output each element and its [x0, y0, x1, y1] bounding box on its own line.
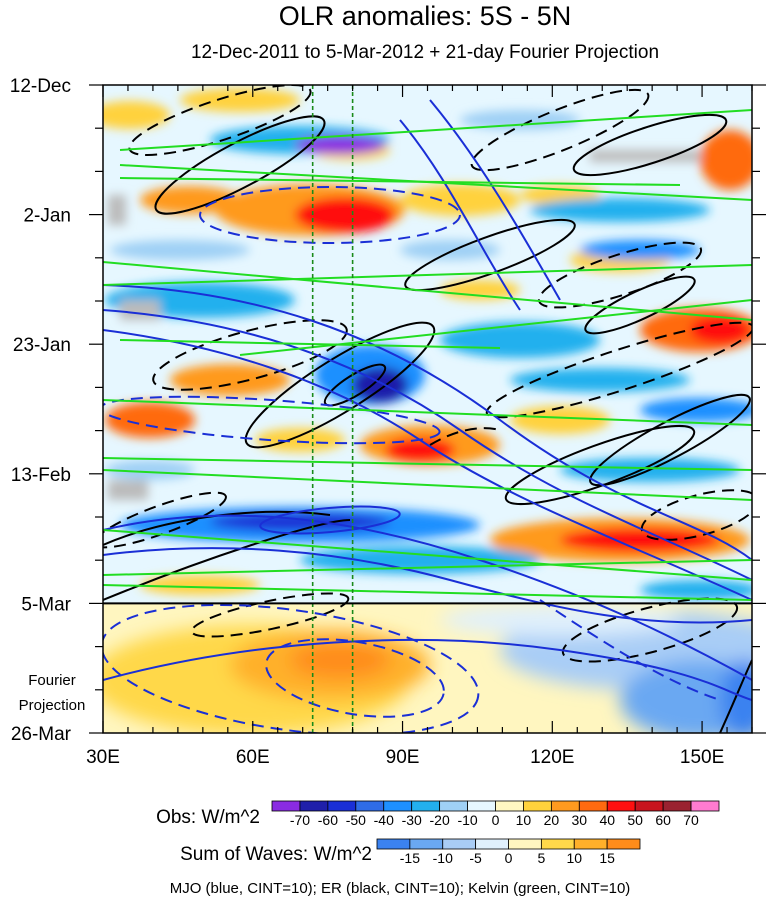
colorbar-tick-label: -15: [400, 850, 420, 866]
y-tick-label: 5-Mar: [21, 594, 71, 615]
colorbar-swatch: [383, 800, 413, 812]
obs-colorbar: -70 -60 -50 -40 -30 -20 -10 0 10 20 30 40 50 60 70: [271, 800, 720, 828]
colorbar-tick-label: 50: [627, 812, 643, 828]
colorbar-tick-label: 60: [655, 812, 671, 828]
colorbar-swatch: [467, 800, 496, 812]
chart-subtitle: 12-Dec-2011 to 5-Mar-2012 + 21-day Fouri…: [191, 42, 659, 63]
colorbar-swatch: [540, 838, 575, 850]
colorbar-tick-label: -50: [346, 812, 366, 828]
colorbar-tick-label: 30: [572, 812, 588, 828]
colorbar-tick-label: 0: [505, 850, 513, 866]
x-tick-label: 60E: [236, 747, 270, 768]
colorbar-tick-label: 20: [544, 812, 560, 828]
wave-legend-note: MJO (blue, CINT=10); ER (black, CINT=10)…: [170, 880, 631, 897]
colorbar-swatch: [495, 800, 524, 812]
colorbar-tick-label: 70: [683, 812, 699, 828]
colorbar-tick-label: 10: [566, 850, 582, 866]
colorbar-swatch: [578, 800, 608, 812]
x-tick-label: 90E: [386, 747, 420, 768]
x-axis: 30E 60E 90E 120E 150E: [86, 85, 753, 768]
colorbar-tick-label: -40: [374, 812, 394, 828]
colorbar-swatch: [634, 800, 664, 812]
colorbar-swatch: [606, 838, 641, 850]
colorbar-tick-label: -10: [457, 812, 477, 828]
colorbar-swatch: [442, 838, 477, 850]
projection-field: [103, 604, 752, 733]
mjo-wave-contours-negative: [103, 186, 721, 733]
colorbar-tick-label: -60: [318, 812, 338, 828]
colorbar-swatch: [475, 838, 509, 850]
reference-longitude-lines: [311, 85, 354, 733]
colorbar-tick-label: 5: [537, 850, 545, 866]
colorbar-swatch: [662, 800, 692, 812]
colorbar-swatch: [411, 800, 441, 812]
chart-title: OLR anomalies: 5S - 5N: [279, 1, 572, 31]
y-tick-label: 2-Jan: [23, 206, 71, 227]
colorbar-swatch: [523, 800, 552, 812]
plot-area: [103, 85, 752, 733]
colorbar-swatch: [508, 838, 542, 850]
colorbar-swatch: [409, 838, 444, 850]
y-tick-label: 26-Mar: [11, 724, 72, 745]
y-axis: 12-Dec 2-Jan 23-Jan 13-Feb 5-Mar 26-Mar: [10, 76, 766, 745]
colorbar-tick-label: 10: [516, 812, 532, 828]
mjo-wave-contours: [103, 99, 752, 701]
colorbar-tick-label: -70: [290, 812, 310, 828]
projection-label-line1: Fourier: [28, 672, 76, 689]
colorbar-tick-label: 15: [599, 850, 615, 866]
colorbar-tick-label: -20: [430, 812, 450, 828]
y-tick-label: 23-Jan: [13, 335, 71, 356]
y-tick-label: 12-Dec: [10, 76, 71, 97]
colorbar-tick-label: 0: [492, 812, 500, 828]
colorbar-swatch: [376, 838, 411, 850]
colorbar-tick-label: -10: [433, 850, 453, 866]
colorbar-swatch: [355, 800, 385, 812]
colorbar-swatch: [271, 800, 301, 812]
colorbar-swatch: [327, 800, 357, 812]
obs-patches-negative: [105, 110, 752, 600]
colorbar-swatch: [299, 800, 329, 812]
colorbar-tick-label: 40: [599, 812, 615, 828]
kelvin-wave-contours: [103, 109, 752, 601]
colorbar-swatch: [439, 800, 468, 812]
x-tick-label: 30E: [86, 747, 120, 768]
obs-anomaly-field: [103, 88, 752, 600]
x-tick-label: 150E: [680, 747, 724, 768]
projection-label-line2: Projection: [19, 697, 86, 714]
obs-colorbar-label: Obs: W/m^2: [156, 807, 260, 828]
colorbar-swatch: [606, 800, 636, 812]
colorbar-tick-label: -30: [402, 812, 422, 828]
colorbar-swatch: [690, 800, 720, 812]
colorbar-swatch: [550, 800, 580, 812]
x-tick-label: 120E: [530, 747, 574, 768]
waves-colorbar: -15 -10 -5 0 5 10 15: [376, 838, 641, 866]
y-tick-label: 13-Feb: [11, 465, 71, 486]
colorbar-tick-label: -5: [469, 850, 482, 866]
er-wave-contours-negative: [103, 85, 752, 663]
waves-colorbar-label: Sum of Waves: W/m^2: [180, 844, 372, 865]
colorbar-swatch: [573, 838, 608, 850]
